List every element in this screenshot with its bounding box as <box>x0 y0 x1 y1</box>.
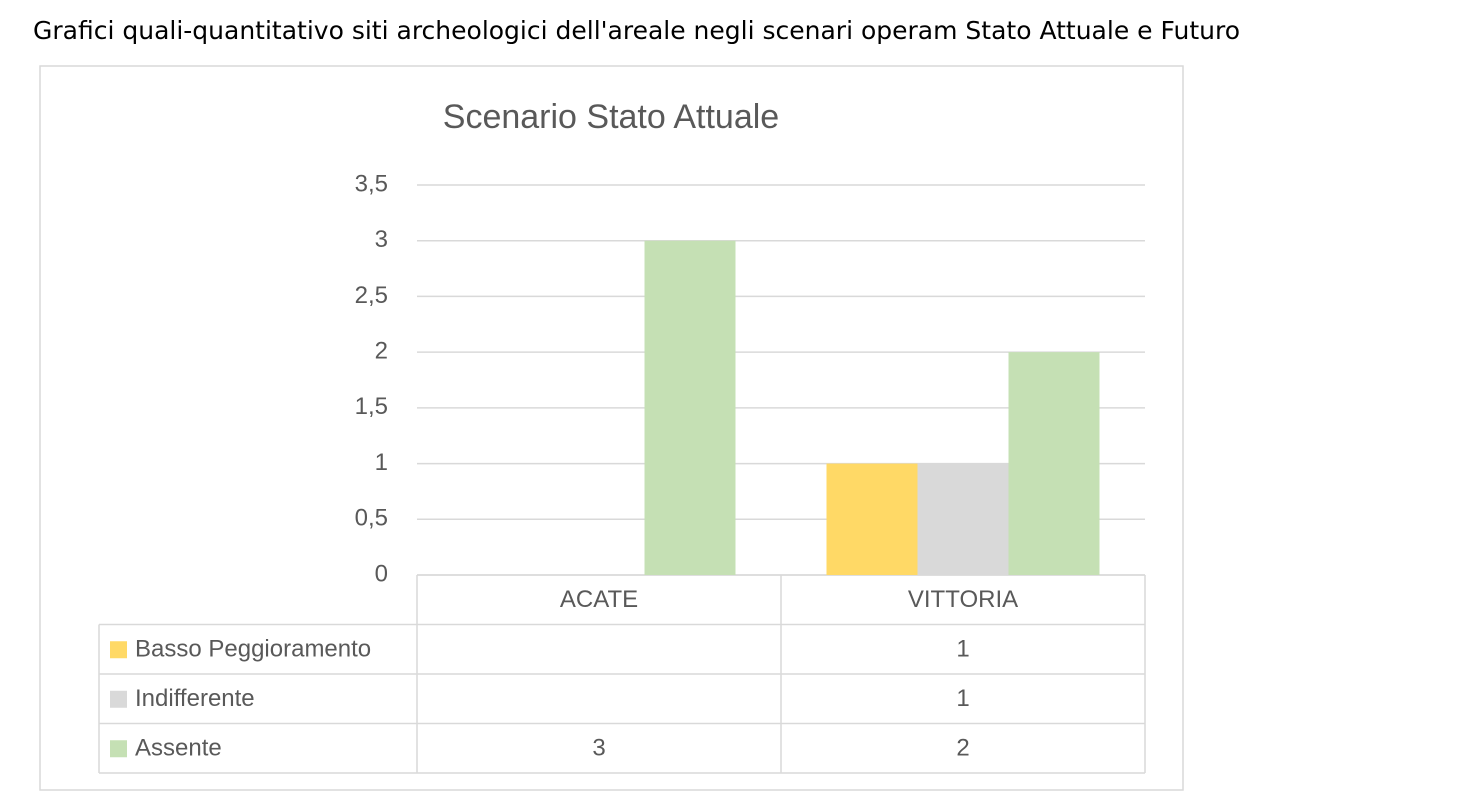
y-tick-label: 1,5 <box>355 393 388 420</box>
y-tick-label: 2 <box>375 337 388 364</box>
legend-swatch <box>110 641 127 659</box>
y-tick-label: 3,5 <box>355 170 388 197</box>
table-value: 1 <box>956 685 969 712</box>
x-tick-label: ACATE <box>560 586 638 613</box>
x-tick-label: VITTORIA <box>908 586 1018 613</box>
page-heading: Grafici quali-quantitativo siti archeolo… <box>33 16 1240 45</box>
y-tick-label: 3 <box>375 226 388 253</box>
legend-swatch <box>110 740 127 758</box>
table-value: 3 <box>592 735 605 762</box>
chart-frame <box>39 65 1184 791</box>
bar <box>644 240 736 575</box>
chart-title: Scenario Stato Attuale <box>443 98 779 136</box>
y-tick-label: 1 <box>375 449 388 476</box>
y-tick-label: 0,5 <box>355 505 388 532</box>
legend-label: Assente <box>135 735 222 762</box>
bar <box>917 463 1009 575</box>
table-value: 2 <box>956 735 969 762</box>
bar <box>1008 352 1100 575</box>
y-tick-label: 0 <box>375 560 388 587</box>
table-value: 1 <box>956 636 969 663</box>
legend-label: Basso Peggioramento <box>135 636 371 663</box>
legend-swatch <box>110 690 127 708</box>
y-tick-label: 2,5 <box>355 282 388 309</box>
legend-label: Indifferente <box>135 685 255 712</box>
bar <box>826 463 918 575</box>
